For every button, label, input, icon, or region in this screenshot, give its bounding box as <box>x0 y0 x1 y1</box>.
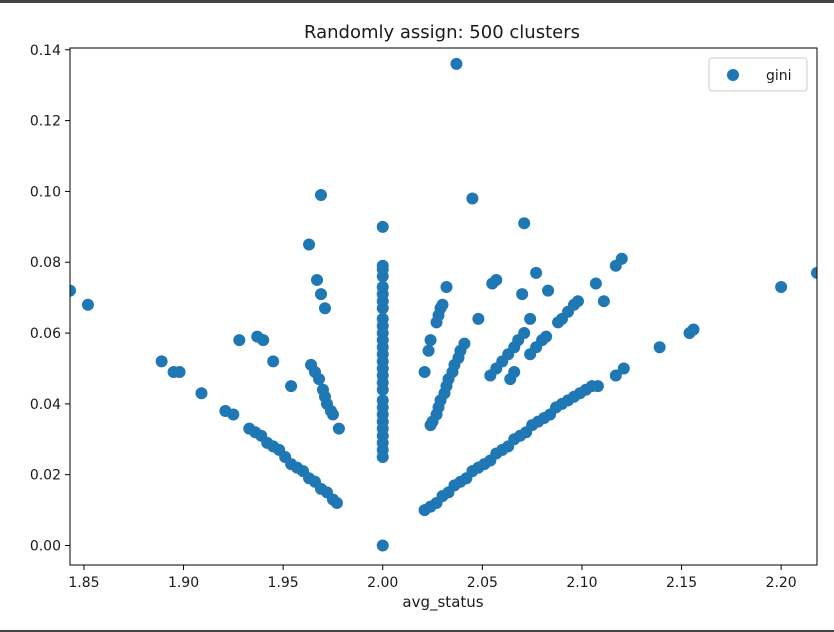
data-point <box>591 380 604 393</box>
data-points <box>70 57 817 552</box>
data-point <box>597 295 610 308</box>
data-point <box>518 327 531 340</box>
x-tick-label: 1.85 <box>68 575 99 591</box>
data-point <box>376 383 389 396</box>
data-point <box>436 298 449 311</box>
data-point <box>530 266 543 279</box>
x-tick-label: 2.15 <box>666 575 697 591</box>
data-point <box>571 295 584 308</box>
data-point <box>318 302 331 315</box>
data-point <box>518 217 531 230</box>
data-point <box>332 422 345 435</box>
data-point <box>376 302 389 315</box>
data-point <box>376 451 389 463</box>
data-point <box>418 366 431 379</box>
data-point <box>376 539 389 552</box>
plot-area <box>69 47 818 566</box>
data-point <box>257 334 270 347</box>
data-point <box>508 366 521 379</box>
legend-box <box>708 57 808 92</box>
data-point <box>615 252 628 265</box>
y-tick-label: 0.12 <box>30 114 61 130</box>
data-point <box>775 281 788 294</box>
y-tick-label: 0.08 <box>30 255 61 271</box>
x-tick-label: 2.20 <box>766 575 797 591</box>
data-point <box>440 281 453 294</box>
data-point <box>450 57 463 70</box>
data-point <box>313 373 325 386</box>
data-point <box>314 188 327 201</box>
data-point <box>811 266 817 279</box>
x-tick-label: 2.05 <box>467 575 498 591</box>
data-point <box>311 273 324 286</box>
data-point <box>376 270 389 283</box>
data-point <box>472 312 485 325</box>
data-point <box>466 192 479 205</box>
data-point <box>155 355 168 368</box>
x-axis: 1.85 1.90 1.95 2.00 2.05 2.10 2.15 2.20 <box>68 565 797 591</box>
data-point <box>458 337 471 350</box>
data-point <box>687 323 700 336</box>
y-tick-label: 0.04 <box>30 397 61 413</box>
data-point <box>173 366 186 379</box>
data-point <box>195 387 208 400</box>
data-point <box>376 220 389 233</box>
x-axis-title: avg_status <box>402 593 483 612</box>
data-point <box>303 238 316 251</box>
legend: gini <box>708 57 808 92</box>
legend-marker-gini <box>727 69 739 81</box>
data-point <box>330 497 343 510</box>
data-point <box>653 341 666 354</box>
data-point <box>227 408 240 421</box>
data-point <box>233 334 246 347</box>
data-point <box>70 284 76 297</box>
data-point <box>524 312 537 325</box>
y-tick-label: 0.02 <box>30 468 61 484</box>
data-point <box>542 284 555 297</box>
x-tick-label: 2.00 <box>367 575 398 591</box>
data-point <box>490 273 503 286</box>
data-point <box>81 298 94 311</box>
y-tick-label: 0.14 <box>30 43 61 59</box>
data-point <box>589 277 602 290</box>
x-tick-label: 1.90 <box>168 575 199 591</box>
data-point <box>326 408 339 421</box>
data-point <box>540 330 553 343</box>
chart-title: Randomly assign: 500 clusters <box>304 22 580 43</box>
y-tick-label: 0.10 <box>30 184 61 200</box>
data-point <box>285 380 298 393</box>
data-point <box>422 344 435 357</box>
data-point <box>267 355 280 368</box>
y-tick-label: 0.06 <box>30 326 61 342</box>
data-point <box>516 288 529 301</box>
x-tick-label: 2.10 <box>566 575 597 591</box>
legend-label-gini: gini <box>766 68 792 84</box>
y-tick-label: 0.00 <box>30 539 61 555</box>
data-point <box>617 362 630 375</box>
data-point <box>424 334 437 347</box>
data-point <box>314 288 327 301</box>
x-tick-label: 1.95 <box>268 575 299 591</box>
y-axis: 0.00 0.02 0.04 0.06 0.08 0.10 0.12 0.14 <box>30 43 70 555</box>
data-point <box>609 369 622 382</box>
